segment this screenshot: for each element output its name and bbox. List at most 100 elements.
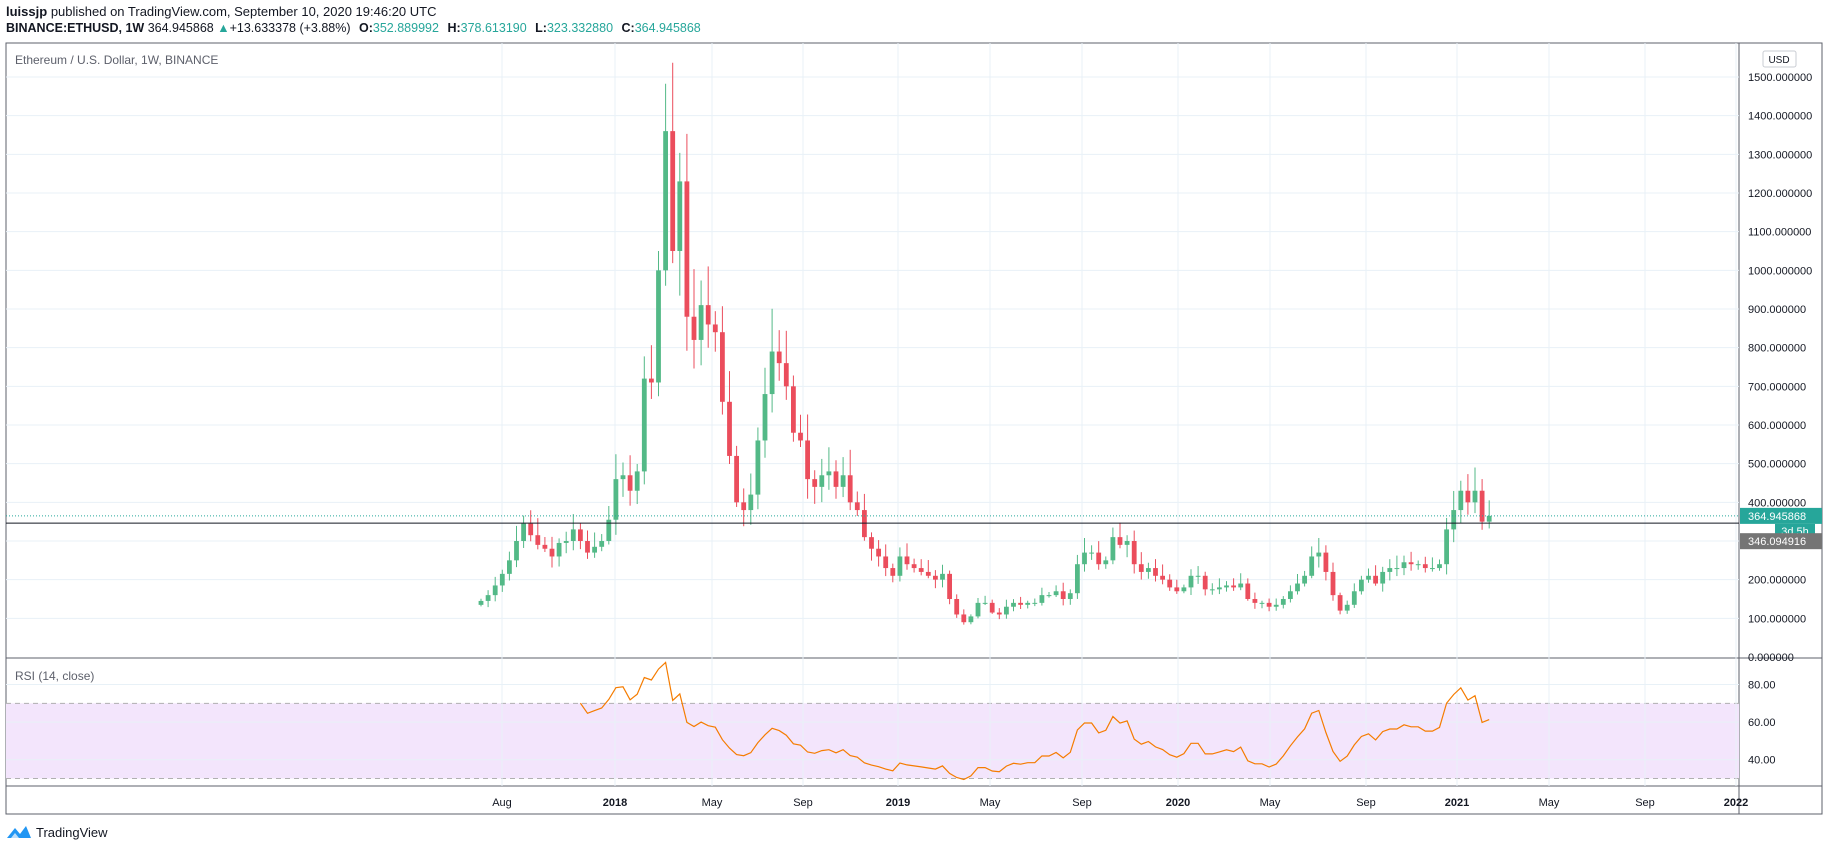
candle-body bbox=[869, 537, 874, 549]
candle-body bbox=[982, 602, 988, 604]
high-label: H: bbox=[447, 21, 461, 35]
candle-body bbox=[1202, 575, 1208, 590]
time-tick-label: 2019 bbox=[886, 797, 910, 809]
candle-body bbox=[1011, 602, 1016, 607]
candle-body bbox=[1430, 568, 1435, 570]
candle-body bbox=[585, 541, 590, 553]
candle-body bbox=[656, 270, 661, 383]
time-tick-label: May bbox=[702, 797, 723, 809]
candle-body bbox=[876, 548, 881, 557]
time-tick-label: Sep bbox=[1356, 797, 1376, 809]
candle-body bbox=[1082, 552, 1087, 565]
candle-body bbox=[1479, 490, 1485, 522]
candle-body bbox=[947, 573, 952, 599]
candle-body bbox=[1153, 568, 1158, 576]
candle-body bbox=[528, 523, 534, 536]
candle-body bbox=[1004, 606, 1009, 615]
candle-body bbox=[925, 571, 931, 576]
currency-badge[interactable] bbox=[1762, 50, 1797, 68]
candle-body bbox=[1039, 595, 1045, 603]
candle-body bbox=[1209, 589, 1215, 591]
candle-body bbox=[975, 602, 981, 617]
candle-body bbox=[1089, 552, 1094, 554]
candle-body bbox=[918, 568, 924, 572]
price-tick-label: 500.000000 bbox=[1748, 459, 1806, 471]
up-arrow-icon: ▲ bbox=[217, 21, 230, 35]
price-tick-label: 1200.000000 bbox=[1748, 188, 1812, 200]
candle-body bbox=[1280, 599, 1286, 605]
candle-body bbox=[1146, 568, 1151, 572]
candle-body bbox=[1053, 591, 1059, 596]
candle-body bbox=[563, 541, 569, 543]
candle-body bbox=[961, 614, 967, 623]
symbol-label: BINANCE:ETHUSD, 1W bbox=[6, 21, 145, 35]
candle-body bbox=[1075, 564, 1080, 594]
candle-body bbox=[1238, 583, 1244, 588]
candle-body bbox=[791, 386, 796, 433]
candle-body bbox=[1422, 564, 1428, 569]
candle-body bbox=[1373, 575, 1378, 584]
brand-name: TradingView bbox=[36, 824, 108, 840]
candle-body bbox=[1408, 562, 1414, 565]
candle-body bbox=[1032, 602, 1038, 604]
time-tick-label: 2020 bbox=[1166, 797, 1190, 809]
candle-body bbox=[677, 181, 683, 251]
candle-body bbox=[783, 363, 789, 387]
publish-text: published on TradingView.com, September … bbox=[50, 4, 437, 19]
candle-body bbox=[1288, 591, 1293, 599]
candle-body bbox=[1224, 585, 1229, 588]
price-tick-label: 700.000000 bbox=[1748, 381, 1806, 393]
candle-body bbox=[1337, 595, 1343, 611]
time-tick-label: May bbox=[980, 797, 1001, 809]
candle-body bbox=[954, 599, 960, 615]
price-tick-label: 0.000000 bbox=[1748, 652, 1794, 664]
candle-body bbox=[911, 564, 917, 569]
candle-body bbox=[1359, 579, 1364, 592]
candle-body bbox=[578, 529, 583, 541]
rsi-band bbox=[6, 703, 1739, 779]
footer-brand[interactable]: TradingView bbox=[6, 824, 108, 840]
last-price: 364.945868 bbox=[147, 21, 214, 35]
time-tick-label: Aug bbox=[492, 797, 512, 809]
candle-body bbox=[819, 475, 825, 487]
candle-body bbox=[1046, 595, 1052, 597]
candle-body bbox=[620, 475, 626, 480]
price-tick-label: 1400.000000 bbox=[1748, 111, 1812, 123]
candle-body bbox=[805, 440, 810, 480]
candle-body bbox=[826, 471, 832, 476]
candle-body bbox=[1018, 602, 1023, 605]
currency-badge-label: USD bbox=[1768, 55, 1789, 66]
candle-body bbox=[1351, 591, 1357, 605]
candle-body bbox=[933, 575, 938, 580]
candle-body bbox=[762, 394, 768, 441]
candle-body bbox=[940, 573, 945, 580]
candle-body bbox=[1131, 541, 1137, 565]
candle-body bbox=[705, 305, 711, 325]
candle-body bbox=[1380, 571, 1386, 584]
price-tick-label: 1000.000000 bbox=[1748, 265, 1812, 277]
candle-body bbox=[1124, 541, 1130, 545]
last-price-tag bbox=[1740, 507, 1822, 524]
candle-body bbox=[833, 471, 839, 487]
candle-body bbox=[1174, 587, 1180, 592]
level-tag-label: 346.094916 bbox=[1748, 536, 1806, 548]
candle-body bbox=[485, 595, 491, 601]
rsi-tick-label: 60.00 bbox=[1748, 717, 1776, 729]
candle-body bbox=[812, 479, 818, 487]
price-tick-label: 400.000000 bbox=[1748, 497, 1806, 509]
rsi-tick-label: 80.00 bbox=[1748, 680, 1776, 692]
candle-body bbox=[1465, 490, 1471, 503]
price-tick-label: 600.000000 bbox=[1748, 420, 1806, 432]
candle-body bbox=[755, 440, 761, 495]
candle-body bbox=[712, 324, 718, 333]
candle-body bbox=[1323, 552, 1329, 572]
candle-body bbox=[499, 573, 505, 586]
candle-body bbox=[542, 544, 548, 549]
author-name[interactable]: luissjp bbox=[6, 4, 48, 19]
candle-body bbox=[727, 401, 732, 456]
candle-body bbox=[570, 529, 576, 541]
time-tick-label: Sep bbox=[1635, 797, 1655, 809]
candle-body bbox=[634, 471, 640, 491]
close-value: 364.945868 bbox=[634, 21, 701, 35]
